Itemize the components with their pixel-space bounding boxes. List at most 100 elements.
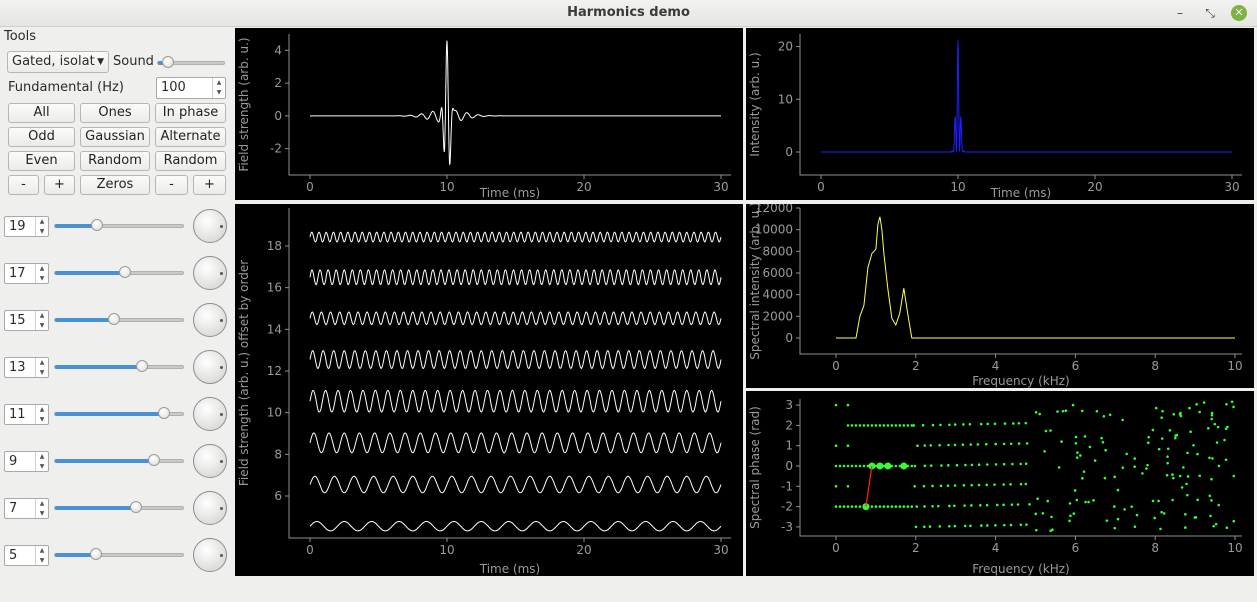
spin-arrows-icon[interactable]: ▲ ▼ — [35, 546, 48, 565]
harmonic-order-value: 13 — [9, 360, 26, 375]
slider-handle[interactable] — [90, 548, 102, 560]
phase-point — [835, 465, 838, 468]
harmonic-phase-dial[interactable] — [193, 538, 227, 572]
phase-point — [903, 505, 906, 508]
tools-label: Tools — [4, 29, 36, 44]
even-button[interactable]: Even — [8, 151, 75, 171]
slider-handle[interactable] — [108, 313, 120, 325]
phase-point — [963, 484, 966, 487]
phase-point — [855, 465, 858, 468]
phase-point — [986, 504, 989, 507]
harmonic-amplitude-slider[interactable] — [54, 459, 184, 463]
harmonic-phase-dial[interactable] — [193, 303, 227, 337]
slider-handle[interactable] — [158, 407, 170, 419]
phase-point — [1225, 458, 1228, 461]
spin-arrows-icon[interactable]: ▲ ▼ — [35, 264, 48, 283]
phase-point — [1068, 520, 1071, 523]
spin-arrows-icon[interactable]: ▲ ▼ — [35, 358, 48, 377]
random-phase-button[interactable]: Random — [155, 151, 226, 171]
y-tick-label: 4000 — [762, 288, 793, 302]
harmonic-order-input[interactable]: 13 ▲ ▼ — [4, 357, 49, 378]
alternate-button[interactable]: Alternate — [155, 127, 226, 147]
phase-point — [1147, 436, 1150, 439]
odd-button[interactable]: Odd — [8, 127, 75, 147]
harmonic-amplitude-slider[interactable] — [54, 271, 184, 275]
x-axis-label: Time (ms) — [990, 186, 1052, 200]
amplitude-minus-button[interactable]: - — [8, 175, 39, 195]
spin-arrows-icon[interactable]: ▲ ▼ — [35, 217, 48, 236]
phase-point — [994, 422, 997, 425]
sound-slider[interactable] — [157, 61, 225, 65]
spin-arrows-icon[interactable]: ▲ ▼ — [35, 311, 48, 330]
all-button[interactable]: All — [8, 103, 75, 123]
harmonic-order-input[interactable]: 9 ▲ ▼ — [4, 451, 49, 472]
harmonic-amplitude-slider[interactable] — [54, 224, 184, 228]
in-phase-button[interactable]: In phase — [155, 103, 226, 123]
sound-slider-handle[interactable] — [162, 56, 174, 68]
harmonic-order-value: 19 — [9, 219, 26, 234]
ones-button[interactable]: Ones — [80, 103, 150, 123]
phase-plus-button[interactable]: + — [193, 175, 226, 195]
phase-point — [1163, 512, 1166, 515]
slider-handle[interactable] — [148, 454, 160, 466]
close-button[interactable]: ✕ — [1231, 5, 1247, 21]
harmonic-order-input[interactable]: 5 ▲ ▼ — [4, 545, 49, 566]
phase-point — [948, 525, 951, 528]
slider-handle[interactable] — [130, 501, 142, 513]
phase-point — [969, 524, 972, 527]
harmonic-amplitude-slider[interactable] — [54, 506, 184, 510]
phase-point — [1113, 527, 1116, 530]
harmonic-order-input[interactable]: 11 ▲ ▼ — [4, 404, 49, 425]
harmonic-order-input[interactable]: 19 ▲ ▼ — [4, 216, 49, 237]
harmonic-order-input[interactable]: 7 ▲ ▼ — [4, 498, 49, 519]
phase-minus-button[interactable]: - — [155, 175, 188, 195]
fundamental-input[interactable]: 100 ▲ ▼ — [156, 77, 226, 99]
harmonic-phase-dial[interactable] — [193, 397, 227, 431]
zeros-button[interactable]: Zeros — [80, 175, 150, 195]
phase-point — [1195, 403, 1198, 406]
harmonic-amplitude-slider[interactable] — [54, 365, 184, 369]
phase-point — [970, 484, 973, 487]
amplitude-plus-button[interactable]: + — [44, 175, 75, 195]
random-amplitude-button[interactable]: Random — [80, 151, 150, 171]
spin-arrows-icon[interactable]: ▲ ▼ — [35, 499, 48, 518]
phase-point — [953, 504, 956, 507]
phase-point — [839, 505, 842, 508]
spin-arrows-icon[interactable]: ▲ ▼ — [35, 452, 48, 471]
minimize-button[interactable]: – — [1171, 4, 1189, 22]
harmonic-phase-dial[interactable] — [193, 256, 227, 290]
phase-point — [1065, 409, 1068, 412]
harmonic-phase-dial[interactable] — [193, 444, 227, 478]
harmonic-order-input[interactable]: 17 ▲ ▼ — [4, 263, 49, 284]
x-tick-label: 20 — [576, 180, 591, 194]
phase-point — [916, 444, 919, 447]
harmonic-order-input[interactable]: 15 ▲ ▼ — [4, 310, 49, 331]
fundamental-value: 100 — [161, 80, 186, 95]
phase-point — [931, 505, 934, 508]
harmonic-amplitude-slider[interactable] — [54, 553, 184, 557]
harmonic-phase-marker — [884, 463, 891, 470]
restore-button[interactable]: ⤡ — [1201, 4, 1219, 22]
spin-arrows-icon[interactable]: ▲ ▼ — [35, 405, 48, 424]
axis-frame — [800, 399, 1242, 536]
phase-point — [1092, 499, 1095, 502]
phase-point — [1026, 442, 1029, 445]
mode-select[interactable]: Gated, isolat ▼ — [7, 51, 109, 73]
harmonic-amplitude-slider[interactable] — [54, 318, 184, 322]
phase-point — [994, 443, 997, 446]
harmonic-amplitude-slider[interactable] — [54, 412, 184, 416]
y-tick-label: 4 — [274, 43, 282, 57]
phase-point — [1102, 441, 1105, 444]
harmonic-phase-dial[interactable] — [193, 491, 227, 525]
slider-handle[interactable] — [119, 266, 131, 278]
slider-fill — [55, 271, 125, 275]
gaussian-button[interactable]: Gaussian — [80, 127, 150, 147]
slider-handle[interactable] — [136, 360, 148, 372]
x-tick-label: 20 — [576, 543, 591, 557]
slider-handle[interactable] — [91, 219, 103, 231]
harmonic-phase-dial[interactable] — [193, 209, 227, 243]
phase-point — [986, 524, 989, 527]
harmonic-phase-dial[interactable] — [193, 350, 227, 384]
spin-arrows-icon[interactable]: ▲ ▼ — [212, 78, 225, 98]
phase-point — [1084, 435, 1087, 438]
